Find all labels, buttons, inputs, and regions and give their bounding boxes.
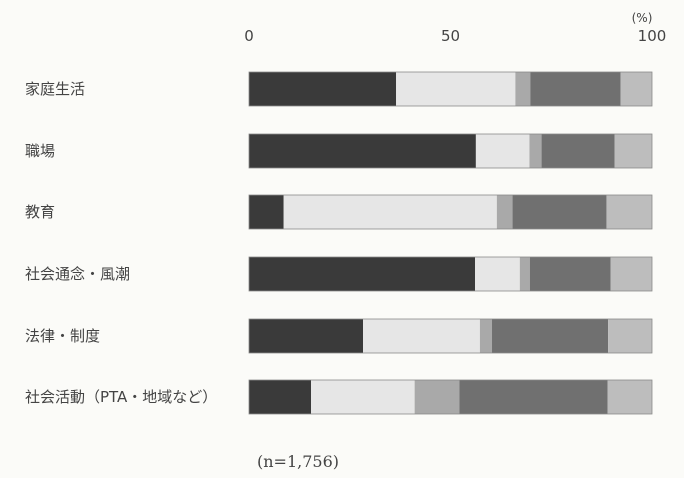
bar-segment <box>519 257 530 291</box>
bar-segment <box>249 319 364 353</box>
bar-segment <box>475 257 520 291</box>
category-label: 家庭生活 <box>25 80 85 98</box>
bar-segment <box>530 72 621 106</box>
bar-outline <box>248 318 653 354</box>
category-label: 法律・制度 <box>25 327 100 345</box>
bar-segment <box>414 380 460 414</box>
bar-segment <box>479 319 493 353</box>
bar-outline <box>248 256 653 292</box>
bar-segment <box>541 134 615 168</box>
bar-segment <box>606 195 652 229</box>
bar-segment <box>529 257 611 291</box>
bar-segment <box>614 134 652 168</box>
bar-segment <box>620 72 652 106</box>
bar-segment <box>608 319 652 353</box>
bar-segment <box>311 380 415 414</box>
bar-segment <box>396 72 516 106</box>
category-label: 教育 <box>25 203 55 221</box>
category-label: 社会通念・風潮 <box>25 265 130 283</box>
bar-segment <box>512 195 607 229</box>
bar-outline <box>248 71 653 107</box>
category-label: 社会活動（PTA・地域など） <box>25 388 217 406</box>
bar-segment <box>607 380 652 414</box>
bar-segment <box>249 380 312 414</box>
bar-segment <box>475 134 530 168</box>
x-tick-label: 100 <box>638 27 667 45</box>
x-tick-label: 50 <box>441 27 460 45</box>
bar-segment <box>283 195 497 229</box>
bar-segment <box>529 134 542 168</box>
bar-segment <box>515 72 531 106</box>
sample-size-note: (n=1,756) <box>257 452 339 471</box>
bar-segment <box>492 319 609 353</box>
unit-label: (%) <box>632 11 653 25</box>
bar-segment <box>249 72 397 106</box>
bar-outline <box>248 194 653 230</box>
bar-segment <box>249 257 476 291</box>
bar-segment <box>249 195 284 229</box>
bar-segment <box>496 195 513 229</box>
category-label: 職場 <box>25 142 55 160</box>
bar-segment <box>249 134 476 168</box>
bar-segment <box>363 319 480 353</box>
x-tick-label: 0 <box>244 27 254 45</box>
bar-outline <box>248 133 653 169</box>
bar-segment <box>610 257 652 291</box>
bar-segment <box>459 380 608 414</box>
bar-outline <box>248 379 653 415</box>
